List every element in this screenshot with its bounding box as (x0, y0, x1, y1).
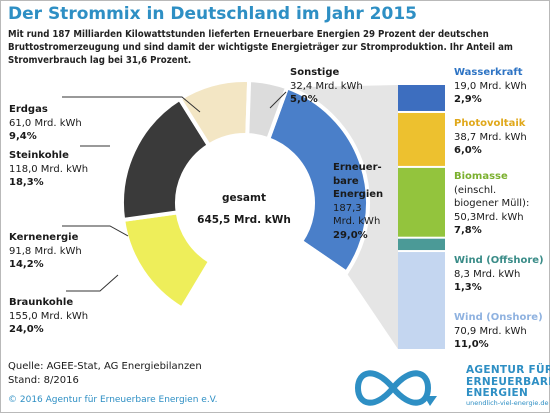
donut-slice-braunkohle (179, 238, 350, 328)
page-subtitle: Mit rund 187 Milliarden Kilowattstunden … (8, 29, 513, 66)
label-biomasse-note1: (einschl. (454, 184, 497, 196)
label-ee-pct: 29,0% (333, 229, 368, 241)
label-wasserkraft-value: 19,0 Mrd. kWh (454, 80, 527, 92)
label-biomasse-note2: biogener Müll): (454, 198, 530, 209)
label-ee-name2: bare (333, 175, 359, 187)
label-ee-value1: 187,3 (333, 202, 362, 214)
label-erdgas-value: 61,0 Mrd. kWh (9, 117, 82, 129)
label-photovoltaik-pct: 6,0% (454, 145, 482, 156)
label-kernenergie-pct: 14,2% (9, 259, 44, 270)
logo-line1: AGENTUR FÜR (466, 364, 550, 376)
page-title: Der Strommix in Deutschland im Jahr 2015 (8, 4, 417, 24)
donut-slice-erneuerbare-energien (265, 84, 370, 276)
leader-erdgas (62, 96, 201, 113)
label-sonstige-name: Sonstige (290, 67, 340, 78)
label-wind-onshore-value: 70,9 Mrd. kWh (454, 325, 527, 337)
label-ee-value2: Mrd. kWh (333, 216, 381, 227)
logo-url: unendlich-viel-energie.de (466, 399, 549, 407)
bar-segment-wasserkraft (398, 85, 445, 111)
label-biomasse: Biomasse (einschl. biogener Müll): 50,3M… (454, 170, 529, 238)
label-wind-offshore-value: 8,3 Mrd. kWh (454, 268, 521, 280)
label-wind-onshore-pct: 11,0% (454, 339, 489, 350)
leader-braunkohle (66, 274, 119, 292)
label-sonstige: Sonstige 32,4 Mrd. kWh 5,0% (290, 66, 363, 107)
label-erdgas-name: Erdgas (9, 104, 48, 115)
label-wind-offshore-pct: 1,3% (454, 282, 482, 293)
label-sonstige-pct: 5,0% (290, 94, 318, 105)
label-sonstige-value: 32,4 Mrd. kWh (290, 80, 363, 92)
label-wasserkraft-name: Wasserkraft (454, 67, 523, 78)
label-photovoltaik: Photovoltaik 38,7 Mrd. kWh 6,0% (454, 117, 527, 158)
center-value: 645,5 Mrd. kWh (197, 214, 291, 226)
label-photovoltaik-name: Photovoltaik (454, 118, 526, 129)
bar-segment-biomasse (398, 167, 445, 237)
label-biomasse-pct: 7,8% (454, 225, 482, 236)
logo-line2: ERNEUERBARE (466, 375, 550, 388)
label-kernenergie: Kernenergie 91,8 Mrd. kWh 14,2% (9, 231, 82, 272)
label-biomasse-value: 50,3Mrd. kWh (454, 211, 524, 223)
label-erdgas-pct: 9,4% (9, 131, 37, 142)
donut-center: gesamt 645,5 Mrd. kWh (184, 187, 304, 231)
label-braunkohle-pct: 24,0% (9, 324, 44, 335)
source-text: Quelle: AGEE-Stat, AG Energiebilanzen (8, 361, 202, 372)
bar-segment-photovoltaik (398, 112, 445, 166)
copyright-text: © 2016 Agentur für Erneuerbare Energien … (8, 395, 218, 405)
label-wind-offshore: Wind (Offshore) 8,3 Mrd. kWh 1,3% (454, 254, 544, 295)
leader-kernenergie (62, 225, 129, 237)
leader-sonstige (269, 91, 287, 109)
label-steinkohle: Steinkohle 118,0 Mrd. kWh 18,3% (9, 149, 88, 190)
source-note: Quelle: AGEE-Stat, AG Energiebilanzen St… (8, 360, 202, 388)
label-ee-name1: Erneuer- (333, 162, 382, 173)
bar-segment-wind-offshore- (398, 238, 445, 251)
label-ee: Erneuer- bare Energien 187,3 Mrd. kWh 29… (333, 161, 383, 242)
logo-text: AGENTUR FÜR ERNEUERBARE ENERGIEN (466, 364, 550, 400)
label-kernenergie-value: 91,8 Mrd. kWh (9, 245, 82, 257)
label-braunkohle-value: 155,0 Mrd. kWh (9, 310, 89, 322)
label-wind-onshore-name: Wind (Onshore) (454, 312, 543, 323)
label-photovoltaik-value: 38,7 Mrd. kWh (454, 131, 527, 143)
label-wasserkraft-pct: 2,9% (454, 94, 482, 105)
label-kernenergie-name: Kernenergie (9, 232, 79, 243)
donut-slice-sonstige (245, 78, 290, 142)
label-erdgas: Erdgas 61,0 Mrd. kWh 9,4% (9, 103, 82, 144)
label-steinkohle-value: 118,0 Mrd. kWh (9, 163, 89, 175)
label-wasserkraft: Wasserkraft 19,0 Mrd. kWh 2,9% (454, 66, 527, 107)
label-ee-name3: Energien (333, 189, 384, 200)
logo-line3: ENERGIEN (466, 387, 529, 399)
label-steinkohle-name: Steinkohle (9, 150, 69, 161)
label-braunkohle: Braunkohle 155,0 Mrd. kWh 24,0% (9, 296, 88, 337)
label-biomasse-name: Biomasse (454, 171, 508, 182)
label-wind-offshore-name: Wind (Offshore) (454, 255, 544, 266)
center-label: gesamt (222, 192, 266, 204)
bar-segment-wind-onshore- (398, 252, 445, 349)
label-braunkohle-name: Braunkohle (9, 297, 74, 308)
label-steinkohle-pct: 18,3% (9, 177, 44, 188)
stand-text: Stand: 8/2016 (8, 375, 79, 386)
label-wind-onshore: Wind (Onshore) 70,9 Mrd. kWh 11,0% (454, 311, 543, 352)
